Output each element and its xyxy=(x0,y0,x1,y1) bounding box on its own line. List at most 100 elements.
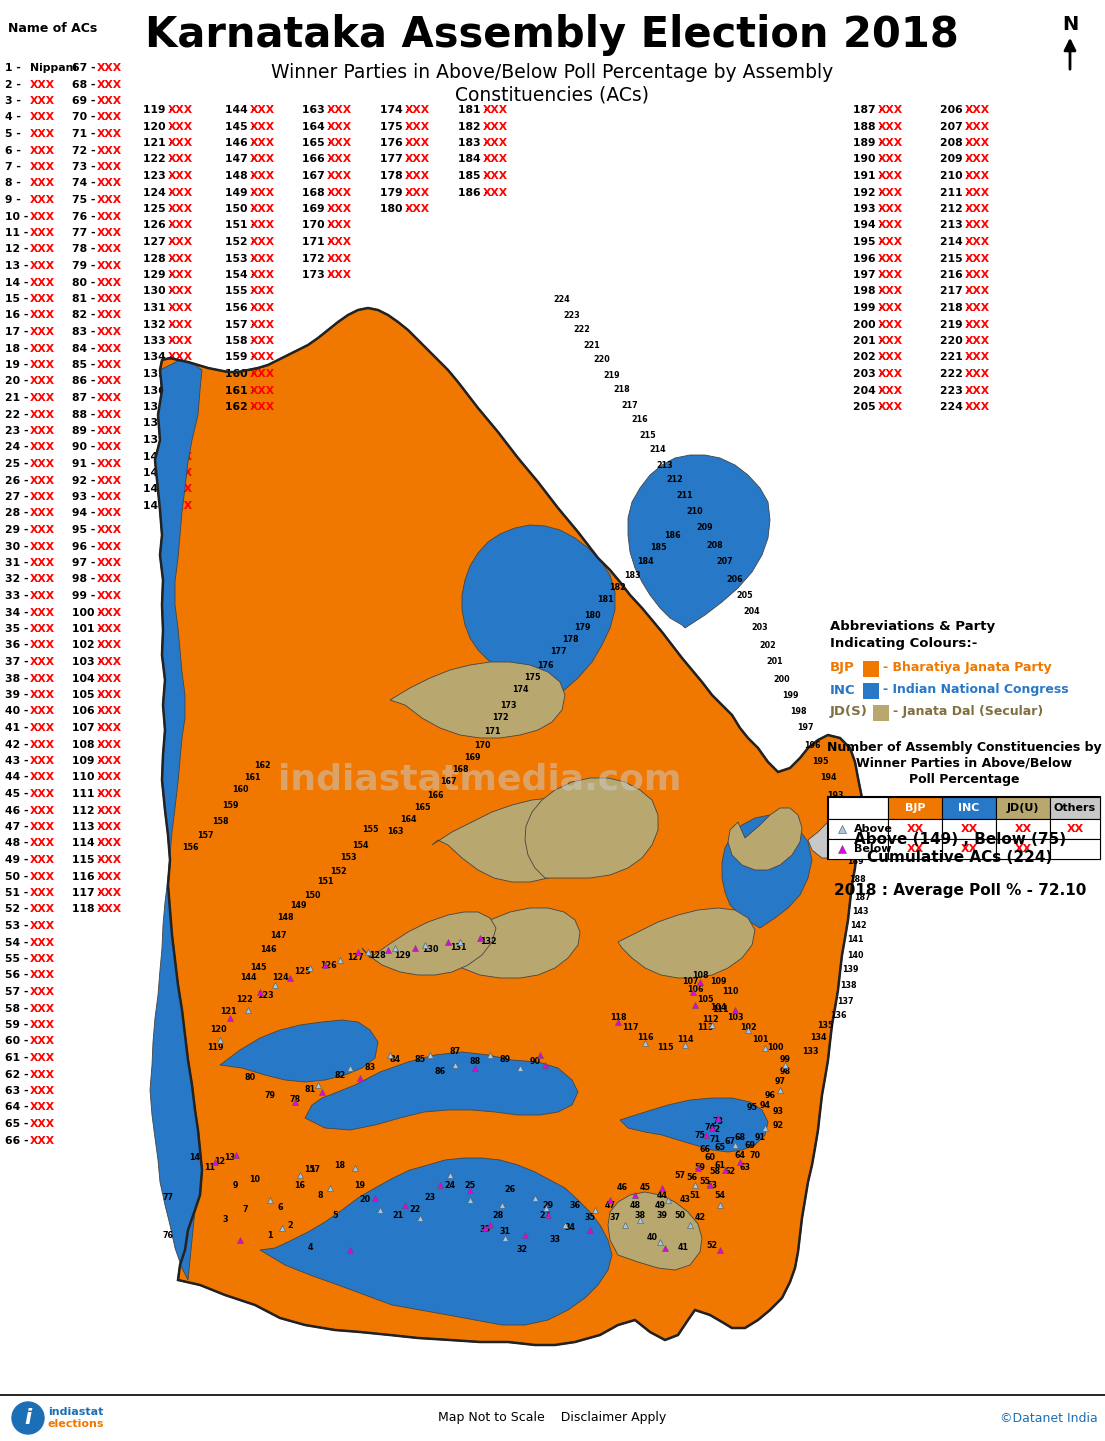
Text: 54: 54 xyxy=(715,1190,726,1199)
Text: XXX: XXX xyxy=(250,138,275,148)
Text: 12 -: 12 - xyxy=(6,245,29,255)
Text: 80 -: 80 - xyxy=(72,278,95,288)
Text: 209: 209 xyxy=(696,523,714,533)
Text: XXX: XXX xyxy=(30,723,55,733)
Text: 96 -: 96 - xyxy=(72,542,95,552)
Text: XXX: XXX xyxy=(250,220,275,231)
Text: XXX: XXX xyxy=(97,195,123,205)
Text: 61: 61 xyxy=(715,1160,726,1170)
Bar xyxy=(996,797,1050,818)
Text: 187 -: 187 - xyxy=(853,105,884,115)
Text: 4 -: 4 - xyxy=(6,112,21,122)
Text: XXX: XXX xyxy=(878,303,903,313)
Text: JD(U): JD(U) xyxy=(1007,803,1039,813)
Text: 163: 163 xyxy=(387,827,403,836)
Text: 129 -: 129 - xyxy=(143,269,173,280)
Text: 20 -: 20 - xyxy=(6,376,29,386)
Text: 127: 127 xyxy=(347,954,364,963)
Text: XXX: XXX xyxy=(97,673,123,683)
Text: XXX: XXX xyxy=(30,872,55,882)
Text: 181 -: 181 - xyxy=(457,105,488,115)
Text: 56: 56 xyxy=(686,1173,697,1183)
Text: XXX: XXX xyxy=(878,287,903,297)
Text: XX: XX xyxy=(960,844,978,855)
Text: 208 -: 208 - xyxy=(940,138,971,148)
Text: 17: 17 xyxy=(309,1166,320,1174)
Text: 19 -: 19 - xyxy=(6,360,29,370)
Text: - Bharatiya Janata Party: - Bharatiya Janata Party xyxy=(883,661,1052,674)
Text: XXX: XXX xyxy=(406,105,430,115)
Polygon shape xyxy=(608,1192,702,1270)
Text: 213 -: 213 - xyxy=(940,220,971,231)
Text: 192: 192 xyxy=(832,807,849,817)
Text: 141: 141 xyxy=(846,935,863,944)
Text: XXX: XXX xyxy=(250,402,275,412)
Text: 64: 64 xyxy=(735,1150,746,1160)
Text: 127 -: 127 - xyxy=(143,236,175,246)
Text: 64 -: 64 - xyxy=(6,1102,29,1112)
Text: XXX: XXX xyxy=(97,624,123,634)
Text: 184: 184 xyxy=(636,558,653,566)
Text: 107 -: 107 - xyxy=(72,723,103,733)
Bar xyxy=(941,839,996,859)
Text: 120 -: 120 - xyxy=(143,121,173,131)
Text: Name of ACs: Name of ACs xyxy=(8,22,97,35)
Text: XXX: XXX xyxy=(878,205,903,215)
Text: XXX: XXX xyxy=(30,608,55,618)
Text: 186 -: 186 - xyxy=(457,187,490,197)
Text: 39 -: 39 - xyxy=(6,690,29,700)
Text: XXX: XXX xyxy=(878,402,903,412)
Text: XXX: XXX xyxy=(250,386,275,395)
Text: 12: 12 xyxy=(214,1157,225,1167)
Text: 101 -: 101 - xyxy=(72,624,103,634)
Text: 211 -: 211 - xyxy=(940,187,971,197)
Text: XXX: XXX xyxy=(30,476,55,486)
Text: XXX: XXX xyxy=(97,525,123,535)
Text: XXX: XXX xyxy=(30,970,55,980)
Text: XXX: XXX xyxy=(483,138,508,148)
Text: XXX: XXX xyxy=(483,187,508,197)
Text: 100: 100 xyxy=(767,1043,783,1052)
Text: 30: 30 xyxy=(480,1225,491,1235)
Text: XXX: XXX xyxy=(30,790,55,798)
Text: 53 -: 53 - xyxy=(6,921,29,931)
Text: 20: 20 xyxy=(359,1196,370,1205)
Text: 104 -: 104 - xyxy=(72,673,103,683)
Text: 161: 161 xyxy=(244,774,261,782)
Text: 147: 147 xyxy=(270,931,286,940)
Text: XXX: XXX xyxy=(97,228,123,238)
Text: 58 -: 58 - xyxy=(6,1003,29,1013)
Text: 5 -: 5 - xyxy=(6,130,21,138)
Text: 25: 25 xyxy=(464,1180,475,1189)
Text: 77 -: 77 - xyxy=(72,228,96,238)
Text: 190 -: 190 - xyxy=(853,154,884,164)
Text: 92: 92 xyxy=(772,1121,783,1130)
Text: 220: 220 xyxy=(593,356,610,365)
Text: XXX: XXX xyxy=(97,245,123,255)
Text: 47: 47 xyxy=(604,1200,615,1209)
Polygon shape xyxy=(390,661,565,738)
Text: 177: 177 xyxy=(550,647,566,657)
Text: XXX: XXX xyxy=(168,451,193,461)
Bar xyxy=(1050,797,1099,818)
Text: 173 -: 173 - xyxy=(302,269,333,280)
Text: XXX: XXX xyxy=(168,236,193,246)
Text: 219: 219 xyxy=(603,370,620,379)
Text: 97 -: 97 - xyxy=(72,558,95,568)
Text: 212 -: 212 - xyxy=(940,205,971,215)
Text: 5: 5 xyxy=(333,1210,338,1219)
Text: 179 -: 179 - xyxy=(380,187,411,197)
Text: XXX: XXX xyxy=(965,121,990,131)
Text: 95 -: 95 - xyxy=(72,525,95,535)
Text: XX: XX xyxy=(960,824,978,834)
Text: 63 -: 63 - xyxy=(6,1087,29,1097)
Text: 108: 108 xyxy=(692,970,708,980)
Text: 140 -: 140 - xyxy=(143,451,173,461)
Text: XXX: XXX xyxy=(30,442,55,452)
Text: XXX: XXX xyxy=(30,261,55,271)
Text: 172: 172 xyxy=(492,713,508,722)
Text: Above (149) , Below (75): Above (149) , Below (75) xyxy=(854,833,1066,847)
Text: 96: 96 xyxy=(765,1091,776,1099)
Text: 191: 191 xyxy=(836,823,853,833)
Text: XXX: XXX xyxy=(30,310,55,320)
